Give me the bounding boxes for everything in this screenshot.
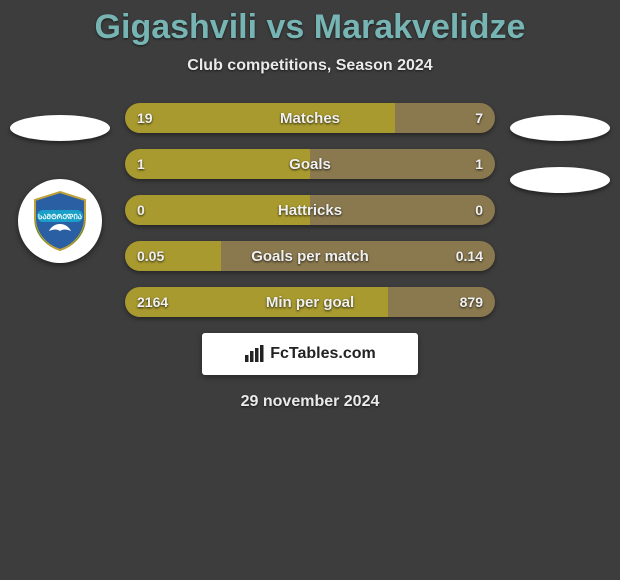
stat-bar-left — [125, 287, 388, 317]
player-right-placeholder-2 — [510, 167, 610, 193]
player-right-placeholder-1 — [510, 115, 610, 141]
bar-chart-icon — [244, 345, 264, 363]
shield-icon: ᲡᲐᲛᲢᲠᲔᲓᲘᲐ — [27, 188, 93, 254]
stat-bar-right — [221, 241, 495, 271]
stat-bar-left — [125, 103, 395, 133]
stat-bar-right — [310, 149, 495, 179]
comparison-stage: ᲡᲐᲛᲢᲠᲔᲓᲘᲐ 197Matches 11Goals 00Hattricks 0.… — [0, 103, 620, 317]
stat-bar-row: 2164879Min per goal — [125, 287, 495, 317]
stat-bar-row: 197Matches — [125, 103, 495, 133]
footer-brand-text: FcTables.com — [270, 345, 376, 363]
stat-bar-row: 00Hattricks — [125, 195, 495, 225]
player-left-placeholder — [10, 115, 110, 141]
stat-bar-row: 0.050.14Goals per match — [125, 241, 495, 271]
stat-bar-right — [388, 287, 495, 317]
stat-bar-left — [125, 195, 310, 225]
club-badge: ᲡᲐᲛᲢᲠᲔᲓᲘᲐ — [18, 179, 102, 263]
page-subtitle: Club competitions, Season 2024 — [0, 57, 620, 75]
stat-bar-left — [125, 149, 310, 179]
stat-bar-row: 11Goals — [125, 149, 495, 179]
footer-date: 29 november 2024 — [0, 393, 620, 411]
stat-bar-right — [310, 195, 495, 225]
stat-bar-right — [395, 103, 495, 133]
footer-brand: FcTables.com — [202, 333, 418, 375]
svg-text:ᲡᲐᲛᲢᲠᲔᲓᲘᲐ: ᲡᲐᲛᲢᲠᲔᲓᲘᲐ — [38, 213, 82, 221]
page-title: Gigashvili vs Marakvelidze — [0, 0, 620, 47]
stat-bars: 197Matches 11Goals 00Hattricks 0.050.14Goal… — [125, 103, 495, 317]
stat-bar-left — [125, 241, 221, 271]
